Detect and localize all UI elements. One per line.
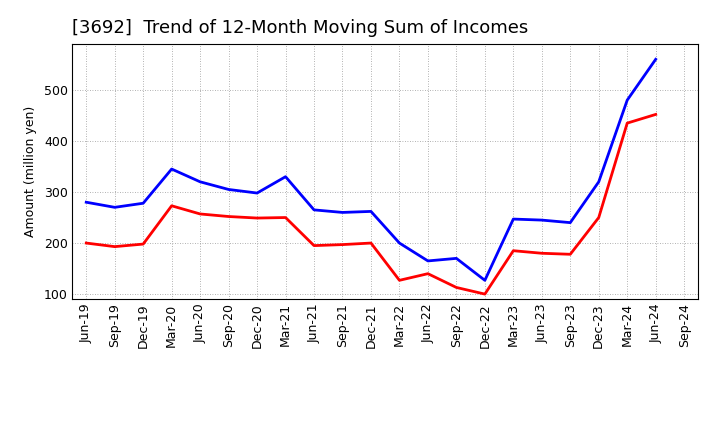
Legend: Ordinary Income, Net Income: Ordinary Income, Net Income <box>222 439 548 440</box>
Net Income <box>225 214 233 219</box>
Net Income <box>566 252 575 257</box>
Ordinary Income <box>310 207 318 213</box>
Net Income <box>82 240 91 246</box>
Ordinary Income <box>110 205 119 210</box>
Y-axis label: Amount (million yen): Amount (million yen) <box>24 106 37 237</box>
Ordinary Income <box>225 187 233 192</box>
Line: Net Income: Net Income <box>86 114 656 294</box>
Net Income <box>366 240 375 246</box>
Net Income <box>537 251 546 256</box>
Net Income <box>595 215 603 220</box>
Ordinary Income <box>623 98 631 103</box>
Ordinary Income <box>595 179 603 184</box>
Net Income <box>338 242 347 247</box>
Ordinary Income <box>82 200 91 205</box>
Net Income <box>652 112 660 117</box>
Net Income <box>395 278 404 283</box>
Ordinary Income <box>253 191 261 196</box>
Ordinary Income <box>338 210 347 215</box>
Net Income <box>282 215 290 220</box>
Ordinary Income <box>196 179 204 184</box>
Net Income <box>423 271 432 276</box>
Ordinary Income <box>480 278 489 283</box>
Net Income <box>310 243 318 248</box>
Ordinary Income <box>509 216 518 222</box>
Text: [3692]  Trend of 12-Month Moving Sum of Incomes: [3692] Trend of 12-Month Moving Sum of I… <box>72 19 528 37</box>
Ordinary Income <box>537 217 546 223</box>
Net Income <box>623 121 631 126</box>
Net Income <box>110 244 119 249</box>
Net Income <box>452 285 461 290</box>
Ordinary Income <box>366 209 375 214</box>
Net Income <box>139 242 148 247</box>
Ordinary Income <box>452 256 461 261</box>
Ordinary Income <box>282 174 290 180</box>
Net Income <box>253 216 261 221</box>
Ordinary Income <box>423 258 432 264</box>
Line: Ordinary Income: Ordinary Income <box>86 59 656 280</box>
Ordinary Income <box>395 240 404 246</box>
Ordinary Income <box>652 57 660 62</box>
Net Income <box>167 203 176 209</box>
Ordinary Income <box>167 166 176 172</box>
Net Income <box>196 211 204 216</box>
Net Income <box>480 291 489 297</box>
Ordinary Income <box>566 220 575 225</box>
Ordinary Income <box>139 201 148 206</box>
Net Income <box>509 248 518 253</box>
